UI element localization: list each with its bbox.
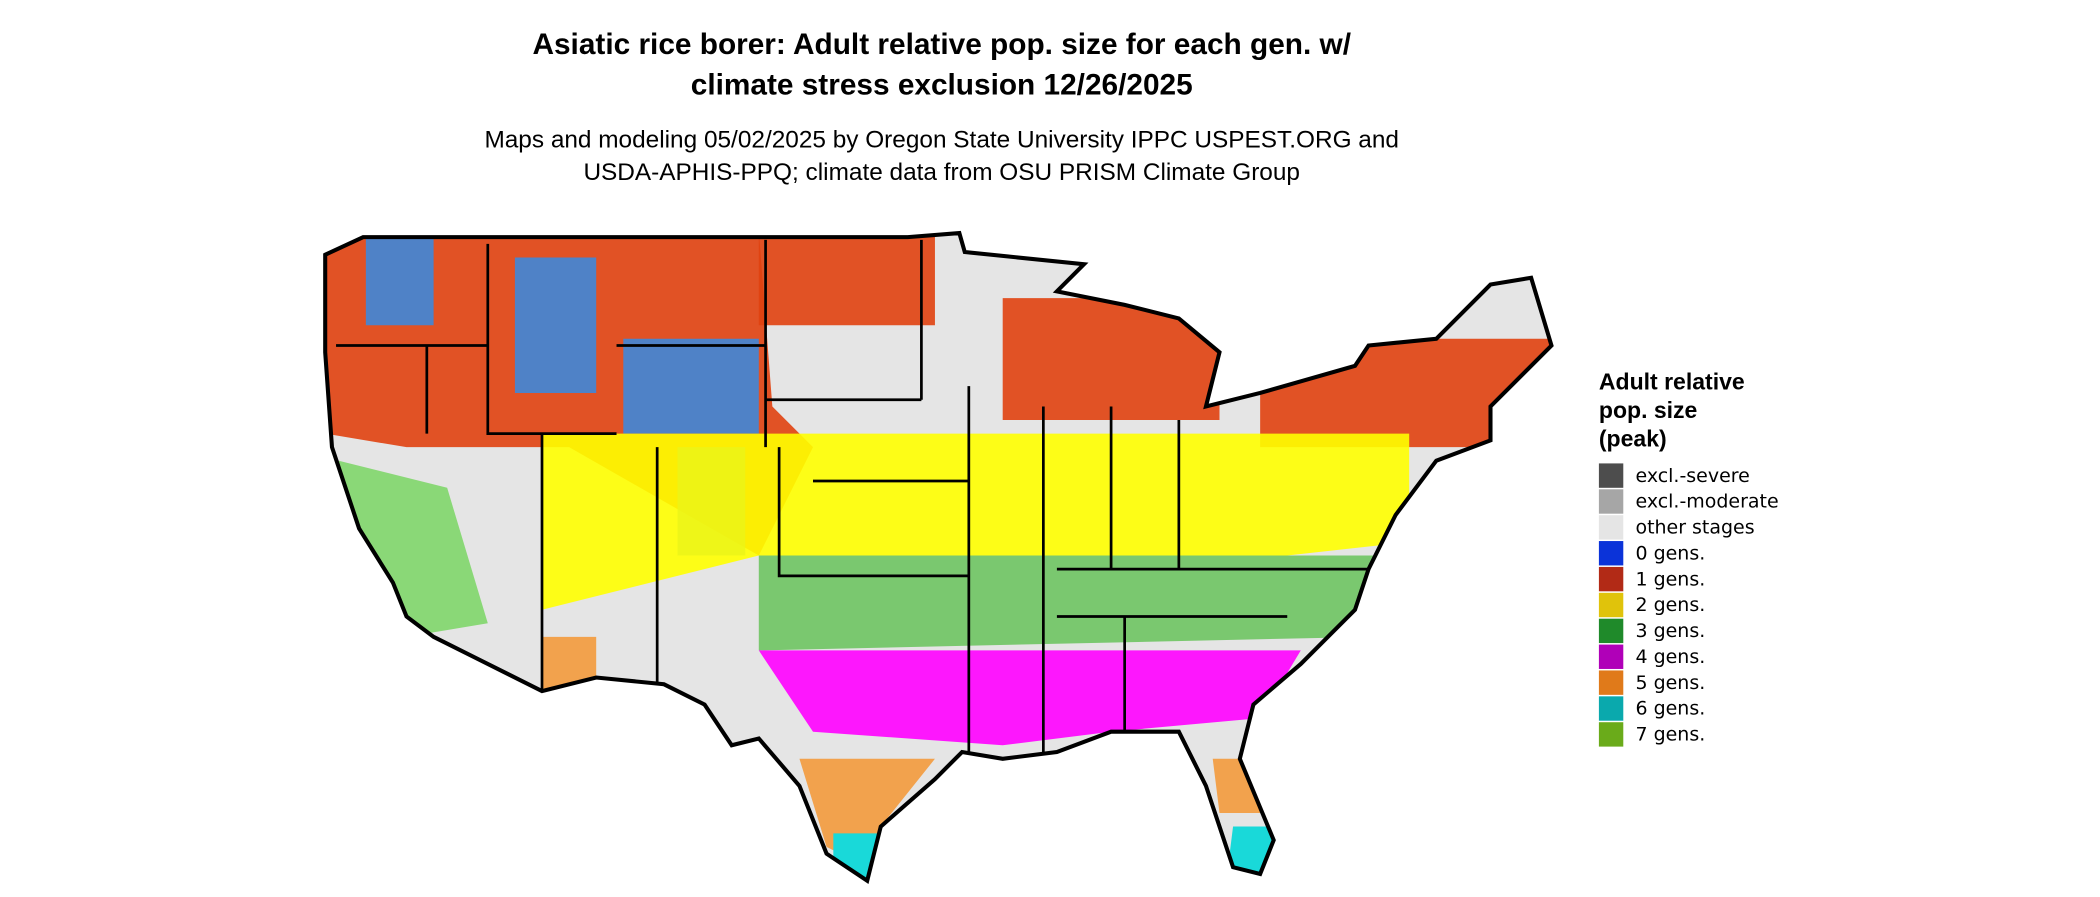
legend-swatch — [1598, 618, 1624, 644]
region-4gen — [758, 650, 1301, 746]
title-line: climate stress exclusion 12/26/2025 — [691, 69, 1193, 102]
legend-label: 4 gens. — [1635, 646, 1705, 668]
legend-swatch — [1598, 566, 1624, 592]
legend-title: (peak) — [1599, 425, 1667, 451]
subtitle-line: USDA-APHIS-PPQ; climate data from OSU PR… — [583, 159, 1300, 186]
legend-swatch — [1598, 696, 1624, 721]
legend-label: 5 gens. — [1635, 672, 1705, 694]
legend-label: other stages — [1635, 517, 1754, 539]
region-6gen — [833, 826, 1281, 881]
legend-title: Adult relative — [1599, 369, 1745, 395]
legend-label: excl.-severe — [1635, 465, 1749, 487]
legend-swatch — [1598, 592, 1624, 618]
legend-label: excl.-moderate — [1635, 491, 1778, 513]
legend-swatch — [1598, 463, 1624, 488]
region-1gen — [758, 233, 1552, 448]
title-line: Asiatic rice borer: Adult relative pop. … — [532, 28, 1351, 61]
legend-label: 0 gens. — [1635, 542, 1705, 564]
legend-label: 2 gens. — [1635, 594, 1705, 616]
legend-swatch — [1598, 489, 1624, 514]
legend-label: 1 gens. — [1635, 568, 1705, 590]
state-borders — [336, 239, 1369, 759]
legend-swatch — [1598, 515, 1624, 540]
figure-content: Asiatic rice borer: Adult relative pop. … — [312, 28, 1779, 892]
region-2gen — [542, 433, 1410, 610]
legend-label: 3 gens. — [1635, 620, 1705, 642]
region-3gen — [758, 555, 1383, 651]
legend-label: 6 gens. — [1635, 698, 1705, 720]
legend-swatch — [1598, 670, 1624, 695]
legend-swatch — [1598, 644, 1624, 669]
legend-label: 7 gens. — [1635, 724, 1705, 746]
legend-swatch — [1598, 722, 1624, 747]
map — [325, 233, 1552, 881]
legend-swatch — [1598, 541, 1624, 566]
subtitle-line: Maps and modeling 05/02/2025 by Oregon S… — [484, 126, 1399, 153]
legend-title: pop. size — [1599, 397, 1698, 423]
